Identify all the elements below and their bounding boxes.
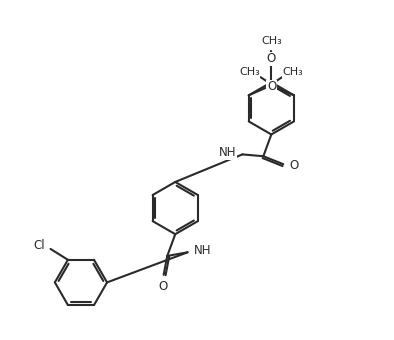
Text: O: O xyxy=(267,81,277,94)
Text: CH₃: CH₃ xyxy=(239,67,260,78)
Text: Cl: Cl xyxy=(34,239,45,252)
Text: O: O xyxy=(266,81,275,94)
Text: O: O xyxy=(158,280,167,293)
Text: NH: NH xyxy=(219,147,236,159)
Text: O: O xyxy=(267,52,276,65)
Text: O: O xyxy=(289,159,298,172)
Text: NH: NH xyxy=(194,244,212,257)
Text: CH₃: CH₃ xyxy=(261,36,282,46)
Text: CH₃: CH₃ xyxy=(283,67,303,78)
